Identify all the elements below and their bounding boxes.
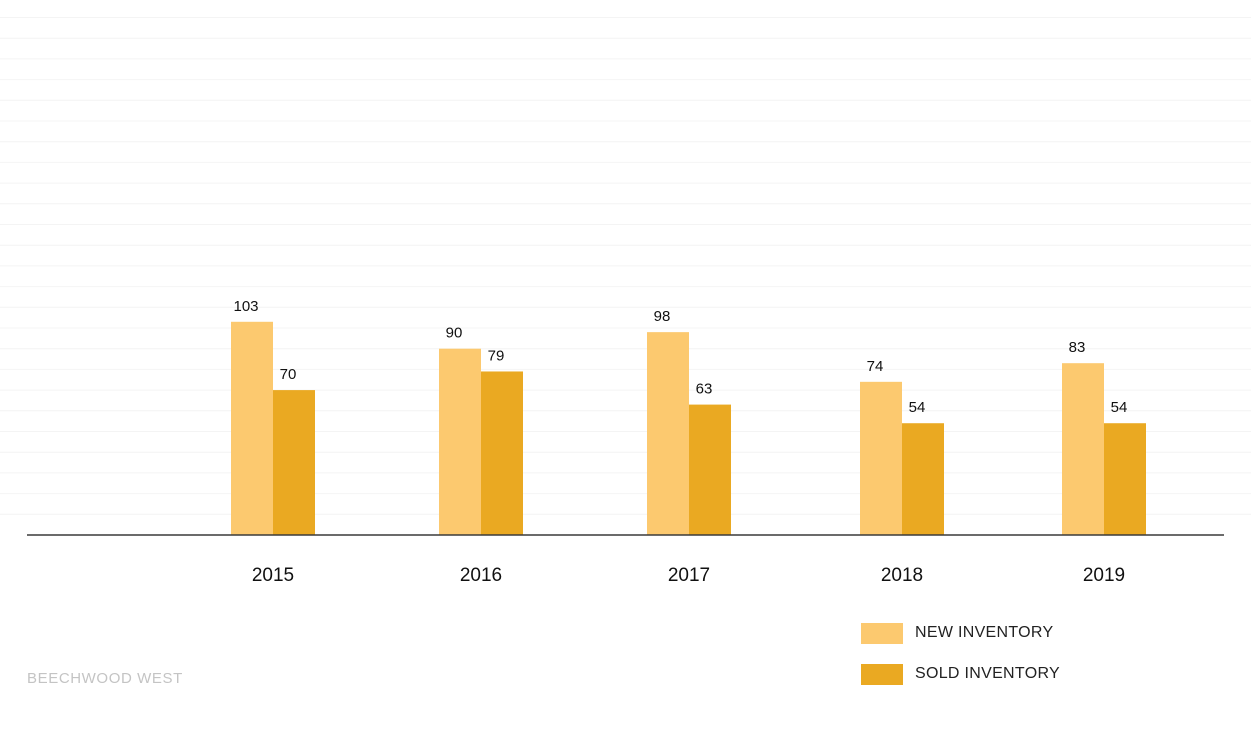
value-labels: 103 70 90 79 98 63 74 54 83 54 [233, 298, 1127, 416]
new-inventory-bar-2015 [231, 321, 273, 535]
x-tick-label-2017: 2017 [668, 565, 710, 586]
legend-swatch-sold-inventory [861, 663, 903, 685]
legend: NEW INVENTORY SOLD INVENTORY [861, 622, 1060, 704]
sold-inventory-value-label-2018: 54 [909, 399, 926, 416]
x-tick-label-2018: 2018 [881, 565, 923, 586]
x-tick-label-2015: 2015 [252, 565, 294, 586]
sold-inventory-bar-2019 [1104, 423, 1146, 535]
legend-item-sold-inventory: SOLD INVENTORY [861, 663, 1060, 685]
new-inventory-value-label-2017: 98 [654, 308, 671, 325]
x-axis-ticks: 2015 2016 2017 2018 2019 [252, 565, 1125, 586]
legend-label-new-inventory: NEW INVENTORY [915, 624, 1054, 641]
brand-watermark: BEECHWOOD WEST [27, 670, 183, 687]
sold-inventory-value-label-2017: 63 [696, 381, 713, 398]
sold-inventory-bar-2016 [481, 371, 523, 535]
legend-item-new-inventory: NEW INVENTORY [861, 622, 1060, 644]
sold-inventory-value-label-2019: 54 [1111, 399, 1128, 416]
sold-inventory-value-label-2015: 70 [280, 366, 297, 383]
x-tick-label-2016: 2016 [460, 565, 502, 586]
new-inventory-value-label-2016: 90 [446, 325, 463, 342]
new-inventory-value-label-2018: 74 [867, 358, 884, 375]
sold-inventory-bar-2017 [689, 404, 731, 535]
new-inventory-bar-2019 [1062, 363, 1104, 535]
new-inventory-value-label-2015: 103 [233, 298, 258, 315]
gridlines [0, 17, 1251, 515]
legend-swatch-new-inventory [861, 622, 903, 644]
new-inventory-value-label-2019: 83 [1069, 339, 1086, 356]
new-inventory-bar-2018 [860, 381, 902, 535]
bars [231, 321, 1146, 535]
legend-label-sold-inventory: SOLD INVENTORY [915, 665, 1060, 682]
sold-inventory-value-label-2016: 79 [488, 347, 505, 364]
new-inventory-bar-2016 [439, 348, 481, 535]
new-inventory-bar-2017 [647, 332, 689, 535]
sold-inventory-bar-2015 [273, 390, 315, 535]
x-tick-label-2019: 2019 [1083, 565, 1125, 586]
sold-inventory-bar-2018 [902, 423, 944, 535]
